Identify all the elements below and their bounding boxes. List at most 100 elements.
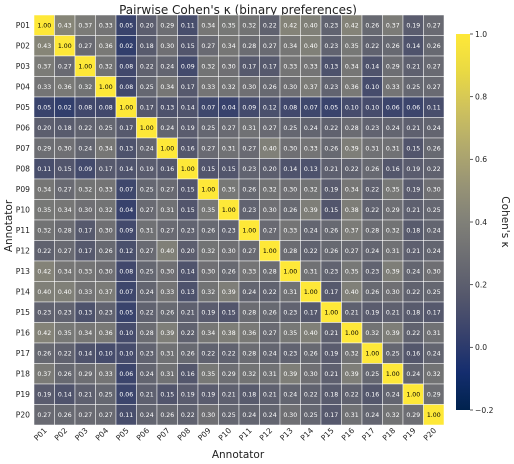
cell-value-label: 0.24 [140, 145, 154, 152]
y-tick-label: P14 [16, 288, 30, 297]
cell-value-label: 0.22 [345, 166, 359, 173]
cell-value-label: 0.22 [181, 330, 195, 337]
cell-value-label: 0.34 [37, 186, 51, 193]
x-tick-label: P17 [360, 426, 377, 443]
cell-value-label: 0.42 [283, 22, 297, 29]
cell-value-label: 0.23 [99, 309, 113, 316]
cell-value-label: 0.23 [242, 207, 256, 214]
cell-value-label: 0.34 [160, 84, 174, 91]
cell-value-label: 0.11 [181, 22, 195, 29]
x-axis-label: Annotator [212, 449, 265, 461]
cell-value-label: 0.11 [427, 104, 441, 111]
cell-value-label: 0.31 [242, 125, 256, 132]
cell-value-label: 0.26 [263, 84, 277, 91]
cell-value-label: 0.27 [37, 412, 51, 419]
x-tick-label: P06 [135, 426, 152, 443]
cell-value-label: 0.17 [324, 412, 338, 419]
cell-value-label: 0.05 [324, 104, 338, 111]
cell-value-label: 0.30 [99, 268, 113, 275]
cell-value-label: 0.27 [263, 227, 277, 234]
cell-value-label: 0.08 [78, 104, 92, 111]
cell-value-label: 0.31 [365, 145, 379, 152]
cell-value-label: 0.24 [160, 125, 174, 132]
x-tick-label: P11 [237, 426, 254, 443]
cell-value-label: 0.26 [365, 22, 379, 29]
cell-value-label: 0.32 [345, 350, 359, 357]
y-tick-label: P08 [16, 165, 30, 174]
cell-value-label: 1.00 [58, 43, 72, 50]
cell-value-label: 0.27 [58, 248, 72, 255]
cell-value-label: 0.31 [283, 289, 297, 296]
cell-value-label: 0.24 [283, 391, 297, 398]
cell-value-label: 0.22 [78, 125, 92, 132]
cell-value-label: 0.15 [406, 145, 420, 152]
cell-value-label: 0.15 [181, 186, 195, 193]
cell-value-label: 0.38 [345, 207, 359, 214]
cell-value-label: 0.15 [181, 207, 195, 214]
x-tick-label: P07 [155, 426, 172, 443]
x-tick-label: P03 [73, 426, 90, 443]
cell-value-label: 0.22 [365, 186, 379, 193]
cell-value-label: 0.05 [37, 104, 51, 111]
cell-value-label: 0.31 [140, 227, 154, 234]
cell-value-label: 0.17 [263, 63, 277, 70]
cell-value-label: 0.22 [406, 330, 420, 337]
cell-value-label: 0.33 [242, 268, 256, 275]
cell-value-label: 0.23 [283, 350, 297, 357]
cell-value-label: 0.13 [119, 145, 133, 152]
cell-value-label: 0.26 [222, 268, 236, 275]
cell-value-label: 0.30 [201, 268, 215, 275]
cell-value-label: 0.21 [386, 309, 400, 316]
cell-value-label: 0.36 [58, 84, 72, 91]
cell-value-label: 0.22 [140, 309, 154, 316]
cell-value-label: 0.33 [99, 186, 113, 193]
cell-value-label: 0.42 [37, 268, 51, 275]
cell-value-label: 0.35 [201, 371, 215, 378]
cell-value-label: 0.27 [140, 248, 154, 255]
y-tick-label: P16 [16, 329, 30, 338]
cell-value-label: 0.28 [242, 309, 256, 316]
cell-value-label: 1.00 [304, 289, 318, 296]
chart-title: Pairwise Cohen's κ (binary preferences) [119, 3, 357, 17]
cell-value-label: 0.36 [242, 330, 256, 337]
cell-value-label: 0.28 [140, 330, 154, 337]
cell-value-label: 0.43 [58, 22, 72, 29]
x-tick-label: P09 [196, 426, 213, 443]
cell-value-label: 0.07 [201, 104, 215, 111]
cell-value-label: 0.16 [160, 166, 174, 173]
cell-value-label: 0.22 [365, 207, 379, 214]
cell-value-label: 0.30 [58, 145, 72, 152]
cell-value-label: 0.34 [201, 22, 215, 29]
cell-value-label: 0.10 [119, 350, 133, 357]
cell-value-label: 0.30 [99, 227, 113, 234]
cell-value-label: 0.27 [58, 63, 72, 70]
cell-value-label: 0.27 [242, 248, 256, 255]
cell-value-label: 0.14 [406, 43, 420, 50]
cell-value-label: 0.24 [304, 125, 318, 132]
cell-value-label: 0.39 [160, 330, 174, 337]
cell-value-label: 0.19 [406, 166, 420, 173]
cell-value-label: 0.21 [181, 309, 195, 316]
cell-value-label: 0.30 [283, 145, 297, 152]
cell-value-label: 0.23 [140, 350, 154, 357]
cell-value-label: 0.21 [406, 207, 420, 214]
cell-value-label: 0.32 [78, 84, 92, 91]
cell-value-label: 0.20 [140, 22, 154, 29]
cell-value-label: 0.32 [242, 371, 256, 378]
cell-value-label: 0.29 [427, 391, 441, 398]
cell-value-label: 0.29 [386, 63, 400, 70]
heatmap-cell [423, 404, 445, 426]
cell-value-label: 0.40 [160, 248, 174, 255]
cell-value-label: 0.29 [37, 145, 51, 152]
cell-value-label: 0.30 [242, 84, 256, 91]
cell-value-label: 0.28 [365, 227, 379, 234]
cell-value-label: 0.24 [365, 248, 379, 255]
cell-value-label: 0.18 [58, 125, 72, 132]
y-tick-label: P13 [16, 267, 30, 276]
cell-value-label: 0.25 [222, 412, 236, 419]
cell-value-label: 0.25 [427, 207, 441, 214]
cell-value-label: 0.37 [99, 289, 113, 296]
cell-value-label: 0.21 [324, 166, 338, 173]
cell-value-label: 0.37 [37, 371, 51, 378]
cell-value-label: 1.00 [386, 371, 400, 378]
